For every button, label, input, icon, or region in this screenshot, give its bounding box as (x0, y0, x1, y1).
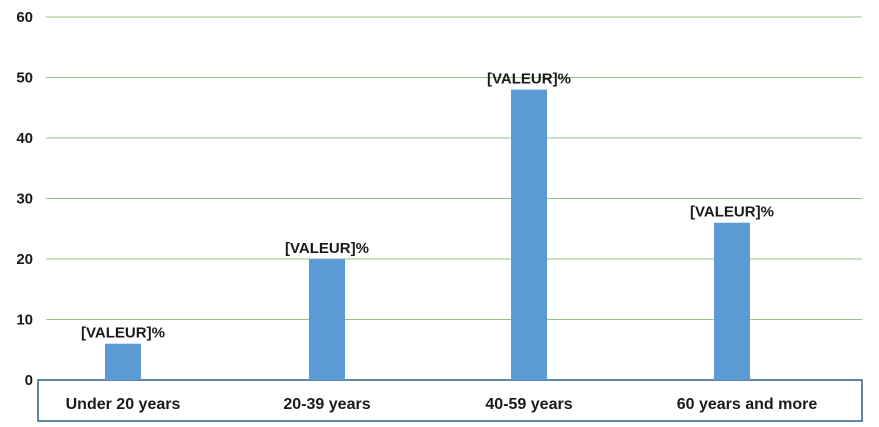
x-category-label: Under 20 years (66, 396, 181, 413)
x-category-label: 40-59 years (485, 396, 572, 413)
y-tick-label: 20 (16, 251, 33, 268)
bar (309, 259, 345, 380)
bar (105, 343, 141, 380)
x-axis-categories: Under 20 years 20-39 years 40-59 years 60 y… (66, 396, 818, 413)
data-label: [VALEUR]% (690, 204, 774, 221)
y-tick-label: 60 (16, 9, 33, 26)
bars (105, 89, 750, 380)
bar (511, 89, 547, 380)
data-labels: [VALEUR]% [VALEUR]% [VALEUR]% [VALEUR]% (81, 71, 774, 342)
data-label: [VALEUR]% (81, 325, 165, 342)
bar (714, 222, 750, 380)
y-tick-label: 50 (16, 70, 33, 87)
x-category-label: 20-39 years (283, 396, 370, 413)
x-axis-category-box (37, 379, 863, 422)
data-label: [VALEUR]% (285, 240, 369, 257)
y-axis-ticks: 0 10 20 30 40 50 60 (16, 9, 33, 389)
y-tick-label: 40 (16, 130, 33, 147)
y-tick-label: 0 (25, 372, 33, 389)
data-label: [VALEUR]% (487, 71, 571, 88)
y-tick-label: 30 (16, 191, 33, 208)
y-tick-label: 10 (16, 312, 33, 329)
x-category-label: 60 years and more (677, 396, 818, 413)
